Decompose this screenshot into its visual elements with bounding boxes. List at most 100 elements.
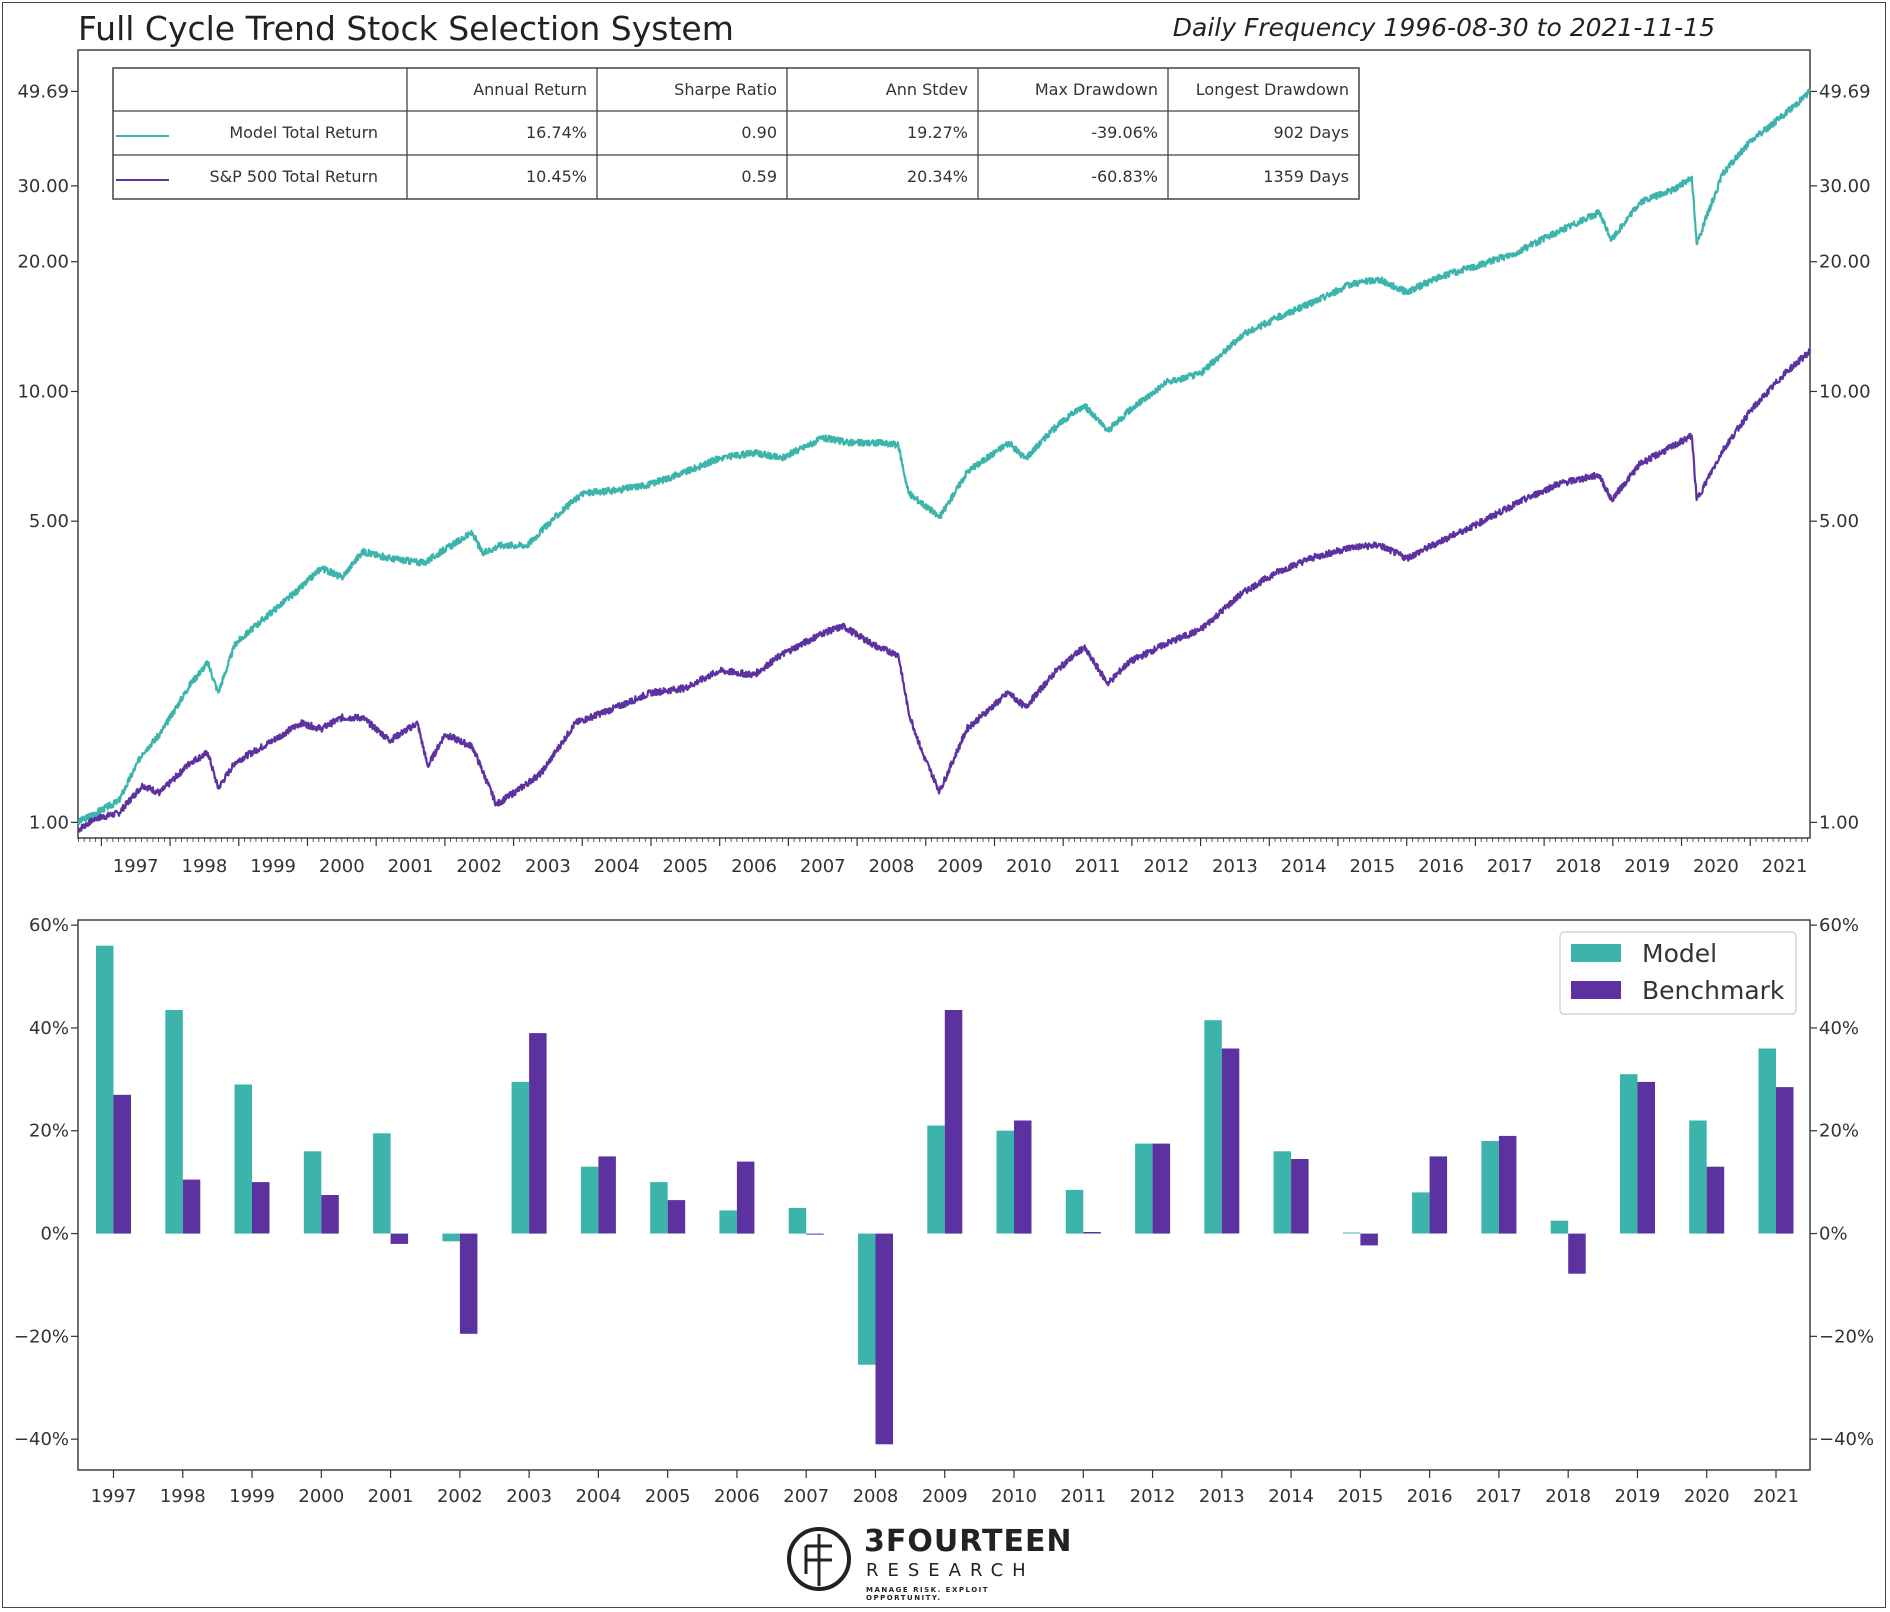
- y-tick-label-left: 20.00: [17, 252, 69, 273]
- model-bar: [927, 1125, 945, 1234]
- x-tick-label: 2009: [937, 856, 983, 877]
- bar-y-tick-label-left: 40%: [29, 1018, 69, 1039]
- bar-x-tick-label: 1997: [91, 1486, 137, 1507]
- x-tick-label: 2000: [319, 856, 365, 877]
- bar-y-tick-label-right: 20%: [1819, 1121, 1859, 1142]
- table-header-cell: Sharpe Ratio: [674, 80, 777, 99]
- model-bar: [511, 1081, 530, 1234]
- model-bar: [1065, 1189, 1084, 1234]
- stats-table: Annual Return Sharpe Ratio Ann Stdev Max Dr…: [112, 67, 1360, 200]
- benchmark-bar: [598, 1156, 616, 1234]
- table-cell: -39.06%: [1091, 123, 1158, 142]
- bar-x-tick-label: 2020: [1684, 1486, 1730, 1507]
- table-header-cell: Max Drawdown: [1035, 80, 1158, 99]
- y-tick-label-left: 5.00: [29, 511, 69, 532]
- benchmark-bar: [1776, 1087, 1794, 1234]
- bar-y-tick-label-left: −20%: [14, 1326, 69, 1347]
- table-cell: 20.34%: [907, 167, 968, 186]
- x-tick-label: 1999: [250, 856, 296, 877]
- table-header-cell: Annual Return: [473, 80, 587, 99]
- table-header-cell: Ann Stdev: [886, 80, 968, 99]
- x-tick-label: 2001: [388, 856, 434, 877]
- bar-x-tick-label: 2013: [1199, 1486, 1245, 1507]
- benchmark-bar: [1083, 1232, 1101, 1234]
- benchmark-bar: [875, 1233, 893, 1445]
- x-tick-label: 2012: [1143, 856, 1189, 877]
- benchmark-bar: [1221, 1048, 1240, 1234]
- model-bar: [303, 1151, 322, 1234]
- bar-y-tick-label-right: 60%: [1819, 915, 1859, 936]
- logo-sub: RESEARCH: [866, 1560, 1035, 1581]
- logo-tagline: MANAGE RISK. EXPLOIT OPPORTUNITY.: [866, 1586, 990, 1602]
- bar-y-tick-label-left: 20%: [29, 1121, 69, 1142]
- x-tick-label: 2011: [1075, 856, 1121, 877]
- total-return-line-chart: 1.00 1.00 5.00 5.00 10.00 10.00 20.00 20.00 30.0…: [17, 49, 1871, 877]
- model-bar: [234, 1084, 252, 1234]
- x-tick-label: 2008: [869, 856, 915, 877]
- logo-name: 3FOURTEEN: [864, 1524, 1073, 1559]
- table-cell: 1359 Days: [1263, 167, 1349, 186]
- y-tick-label-right: 1.00: [1819, 812, 1859, 833]
- bar-y-tick-label-right: −40%: [1819, 1429, 1874, 1450]
- line-plot-area: [77, 49, 1811, 839]
- bar-x-tick-label: 2005: [645, 1486, 691, 1507]
- model-bar: [996, 1130, 1014, 1234]
- x-tick-label: 2018: [1556, 856, 1602, 877]
- benchmark-bar: [182, 1179, 201, 1234]
- model-bar: [1620, 1074, 1638, 1234]
- bar-x-tick-label: 2014: [1268, 1486, 1314, 1507]
- benchmark-bar: [1152, 1143, 1171, 1234]
- bar-y-tick-label-left: −40%: [14, 1429, 69, 1450]
- y-tick-label-right: 10.00: [1819, 381, 1871, 402]
- table-cell: 19.27%: [907, 123, 968, 142]
- y-tick-label-right: 30.00: [1819, 176, 1871, 197]
- y-tick-label-left: 1.00: [29, 812, 69, 833]
- benchmark-bar: [736, 1161, 755, 1234]
- model-bar: [1550, 1220, 1569, 1234]
- model-bar: [442, 1233, 460, 1242]
- benchmark-bar: [390, 1233, 409, 1244]
- model-bar: [1689, 1120, 1707, 1234]
- x-tick-label: 2020: [1693, 856, 1739, 877]
- bar-x-tick-label: 2009: [922, 1486, 968, 1507]
- bar-x-tick-label: 2011: [1060, 1486, 1106, 1507]
- bar-x-tick-label: 2001: [368, 1486, 414, 1507]
- bar-x-tick-label: 2016: [1407, 1486, 1453, 1507]
- table-cell: 0.90: [741, 123, 777, 142]
- x-tick-label: 2006: [731, 856, 777, 877]
- model-bar: [650, 1182, 668, 1234]
- benchmark-bar: [1014, 1120, 1032, 1234]
- benchmark-bar: [113, 1094, 131, 1234]
- bar-y-tick-label-left: 0%: [40, 1224, 69, 1245]
- x-tick-label: 2003: [525, 856, 571, 877]
- benchmark-bar: [806, 1233, 824, 1235]
- model-bar: [719, 1210, 737, 1234]
- bar-x-tick-label: 2012: [1130, 1486, 1176, 1507]
- benchmark-bar: [667, 1200, 686, 1234]
- bar-x-tick-label: 2007: [783, 1486, 829, 1507]
- y-tick-label-left: 49.69: [17, 81, 69, 102]
- model-bar: [1342, 1232, 1361, 1234]
- chart-subtitle: Daily Frequency 1996-08-30 to 2021-11-15: [1173, 13, 1715, 42]
- benchmark-bar: [459, 1233, 478, 1334]
- bar-y-tick-label-right: 40%: [1819, 1018, 1859, 1039]
- bar-y-tick-label-right: −20%: [1819, 1326, 1874, 1347]
- benchmark-bar: [529, 1033, 547, 1234]
- benchmark-bar: [1429, 1156, 1448, 1234]
- x-tick-label: 1998: [182, 856, 228, 877]
- benchmark-bar: [1291, 1159, 1309, 1234]
- legend-swatch: [1571, 944, 1621, 962]
- x-tick-label: 2010: [1006, 856, 1052, 877]
- model-bar: [1204, 1020, 1222, 1234]
- model-bar: [858, 1233, 876, 1365]
- bar-x-tick-label: 2000: [298, 1486, 344, 1507]
- bar-x-tick-label: 2018: [1545, 1486, 1591, 1507]
- sp500-total-return-line: [77, 348, 1812, 833]
- x-tick-label: 2019: [1624, 856, 1670, 877]
- benchmark-bar: [1360, 1233, 1378, 1246]
- benchmark-bar: [1637, 1081, 1655, 1234]
- x-tick-label: 2002: [456, 856, 502, 877]
- bar-y-tick-label-left: 60%: [29, 915, 69, 936]
- table-row-label: S&P 500 Total Return: [209, 167, 378, 186]
